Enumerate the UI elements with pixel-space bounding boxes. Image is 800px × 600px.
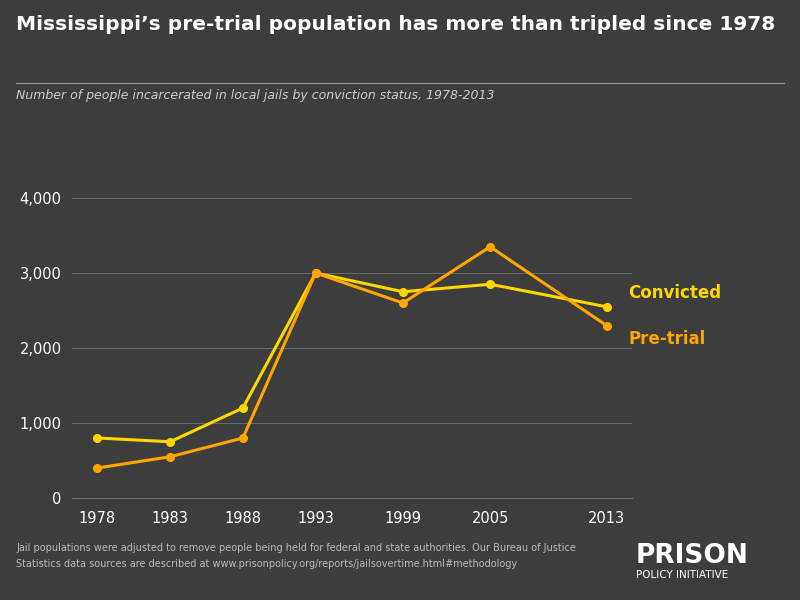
Text: POLICY INITIATIVE: POLICY INITIATIVE <box>636 570 728 580</box>
Text: Mississippi’s pre-trial population has more than tripled since 1978: Mississippi’s pre-trial population has m… <box>16 15 775 34</box>
Text: Statistics data sources are described at www.prisonpolicy.org/reports/jailsovert: Statistics data sources are described at… <box>16 559 517 569</box>
Text: Jail populations were adjusted to remove people being held for federal and state: Jail populations were adjusted to remove… <box>16 543 576 553</box>
Text: Number of people incarcerated in local jails by conviction status, 1978-2013: Number of people incarcerated in local j… <box>16 89 494 102</box>
Text: Convicted: Convicted <box>628 284 722 302</box>
Text: PRISON: PRISON <box>636 543 749 569</box>
Text: Pre-trial: Pre-trial <box>628 330 706 348</box>
